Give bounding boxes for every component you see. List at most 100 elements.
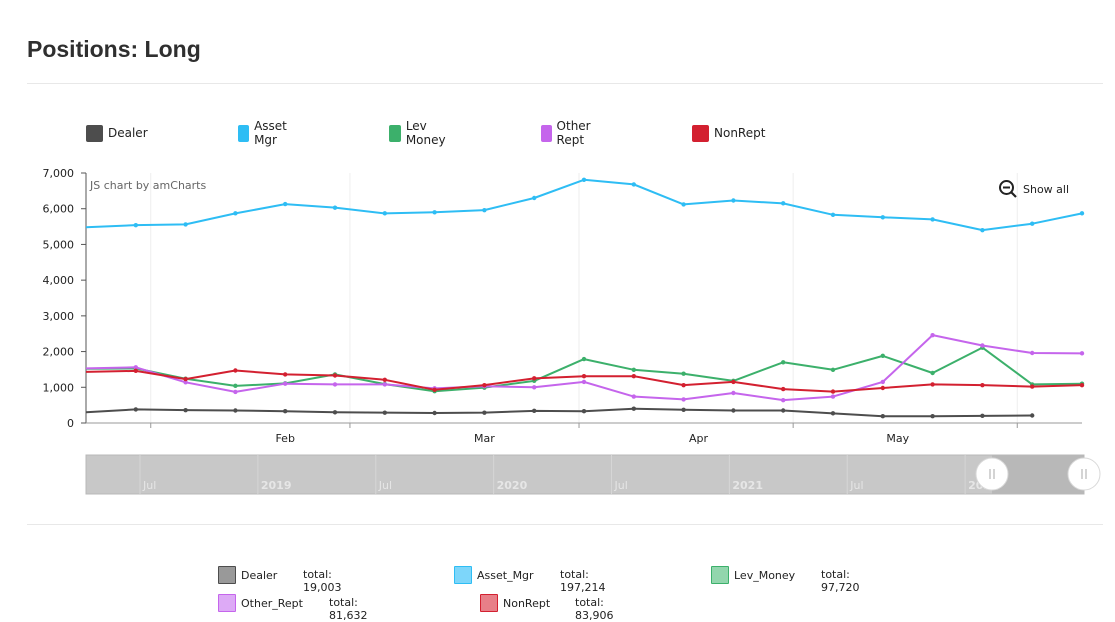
data-point-dealer[interactable] [382, 410, 387, 415]
data-point-asset-mgr[interactable] [681, 202, 686, 207]
data-point-other-rept[interactable] [233, 389, 238, 395]
data-point-nonrept[interactable] [1079, 382, 1085, 388]
series-line-asset-mgr[interactable] [85, 178, 1083, 232]
data-point-other-rept[interactable] [880, 379, 885, 385]
data-point-dealer[interactable] [532, 408, 537, 414]
data-point-other-rept[interactable] [532, 385, 537, 390]
data-point-asset-mgr[interactable] [332, 205, 338, 210]
data-point-nonrept[interactable] [880, 385, 885, 391]
data-point-asset-mgr[interactable] [980, 227, 985, 233]
data-point-dealer[interactable] [482, 410, 487, 415]
data-point-nonrept[interactable] [482, 382, 487, 388]
chart-credit[interactable]: JS chart by amCharts [89, 179, 206, 192]
data-point-nonrept[interactable] [532, 376, 537, 381]
data-point-other-rept[interactable] [1030, 350, 1035, 356]
data-point-asset-mgr[interactable] [731, 198, 736, 203]
data-point-other-rept[interactable] [183, 380, 188, 385]
data-point-asset-mgr[interactable] [233, 211, 238, 216]
data-point-dealer[interactable] [830, 411, 836, 416]
data-point-dealer[interactable] [183, 407, 188, 413]
data-point-other-rept[interactable] [382, 382, 387, 387]
chart-scrollbar[interactable]: Jul2019Jul2020Jul2021Jul2022 [85, 454, 1101, 495]
bottom-legend-item-asset-mgr[interactable]: Asset_Mgr [454, 566, 534, 584]
data-point-nonrept[interactable] [631, 374, 636, 379]
scrollbar-grip-right[interactable] [1067, 457, 1101, 491]
data-point-dealer[interactable] [1030, 413, 1035, 418]
legend-item-asset-mgr[interactable]: Asset Mgr [238, 119, 293, 147]
data-point-lev-money[interactable] [681, 371, 686, 376]
data-point-dealer[interactable] [332, 410, 338, 415]
data-point-dealer[interactable] [432, 410, 437, 416]
data-point-nonrept[interactable] [731, 379, 736, 385]
data-point-nonrept[interactable] [681, 382, 686, 388]
data-point-asset-mgr[interactable] [830, 212, 836, 217]
data-point-dealer[interactable] [731, 408, 736, 413]
data-point-nonrept[interactable] [332, 373, 338, 378]
data-point-asset-mgr[interactable] [283, 201, 288, 207]
bottom-legend-item-dealer[interactable]: Dealer [218, 566, 277, 584]
data-point-other-rept[interactable] [731, 390, 736, 396]
data-point-lev-money[interactable] [581, 356, 587, 362]
data-point-asset-mgr[interactable] [532, 195, 537, 201]
data-point-nonrept[interactable] [1030, 384, 1035, 389]
data-point-asset-mgr[interactable] [1079, 211, 1085, 216]
legend-item-other-rept[interactable]: Other Rept [541, 119, 597, 147]
data-point-dealer[interactable] [781, 408, 786, 413]
data-point-asset-mgr[interactable] [631, 182, 636, 187]
data-point-asset-mgr[interactable] [183, 222, 188, 227]
data-point-dealer[interactable] [581, 409, 587, 414]
bottom-legend-item-lev-money[interactable]: Lev_Money [711, 566, 795, 584]
data-point-nonrept[interactable] [432, 387, 437, 392]
data-point-nonrept[interactable] [781, 386, 786, 392]
legend-item-dealer[interactable]: Dealer [86, 124, 148, 142]
data-point-dealer[interactable] [980, 413, 985, 419]
data-point-nonrept[interactable] [382, 377, 387, 382]
data-point-asset-mgr[interactable] [930, 217, 935, 222]
data-point-other-rept[interactable] [581, 379, 587, 385]
data-point-nonrept[interactable] [233, 368, 238, 373]
data-point-other-rept[interactable] [681, 397, 686, 402]
data-point-nonrept[interactable] [980, 382, 985, 388]
data-point-dealer[interactable] [681, 407, 686, 412]
data-point-dealer[interactable] [880, 414, 885, 419]
data-point-other-rept[interactable] [1079, 351, 1085, 356]
data-point-lev-money[interactable] [830, 367, 836, 372]
data-point-nonrept[interactable] [930, 382, 935, 387]
data-point-dealer[interactable] [631, 406, 636, 411]
data-point-asset-mgr[interactable] [781, 201, 786, 206]
data-point-nonrept[interactable] [581, 374, 587, 379]
data-point-other-rept[interactable] [930, 332, 935, 338]
data-point-asset-mgr[interactable] [432, 210, 437, 215]
data-point-lev-money[interactable] [880, 353, 885, 359]
bottom-legend-item-nonrept[interactable]: NonRept [480, 594, 550, 612]
scrollbar-track[interactable] [85, 454, 1085, 495]
scrollbar-grip-left[interactable] [975, 457, 1009, 491]
data-point-other-rept[interactable] [980, 343, 985, 348]
data-point-other-rept[interactable] [133, 365, 138, 370]
data-point-other-rept[interactable] [283, 381, 288, 386]
data-point-asset-mgr[interactable] [133, 222, 138, 228]
legend-item-nonrept[interactable]: NonRept [692, 124, 765, 142]
data-point-lev-money[interactable] [930, 370, 935, 376]
data-point-other-rept[interactable] [781, 397, 786, 403]
data-point-nonrept[interactable] [183, 376, 188, 382]
bottom-legend-item-other-rept[interactable]: Other_Rept [218, 594, 303, 612]
series-line-dealer[interactable] [85, 407, 1033, 418]
data-point-nonrept[interactable] [283, 372, 288, 377]
data-point-lev-money[interactable] [781, 360, 786, 365]
data-point-asset-mgr[interactable] [880, 215, 885, 220]
legend-item-lev-money[interactable]: Lev Money [389, 119, 451, 147]
data-point-lev-money[interactable] [233, 383, 238, 389]
data-point-dealer[interactable] [283, 409, 288, 414]
data-point-asset-mgr[interactable] [1030, 221, 1035, 226]
data-point-other-rept[interactable] [332, 382, 338, 387]
show-all-button[interactable]: Show all [998, 179, 1069, 199]
data-point-asset-mgr[interactable] [482, 207, 487, 213]
data-point-nonrept[interactable] [830, 389, 836, 394]
data-point-nonrept[interactable] [133, 368, 138, 374]
data-point-dealer[interactable] [233, 408, 238, 413]
data-point-dealer[interactable] [930, 414, 935, 419]
data-point-other-rept[interactable] [631, 394, 636, 399]
data-point-asset-mgr[interactable] [581, 177, 587, 182]
data-point-lev-money[interactable] [631, 367, 636, 372]
